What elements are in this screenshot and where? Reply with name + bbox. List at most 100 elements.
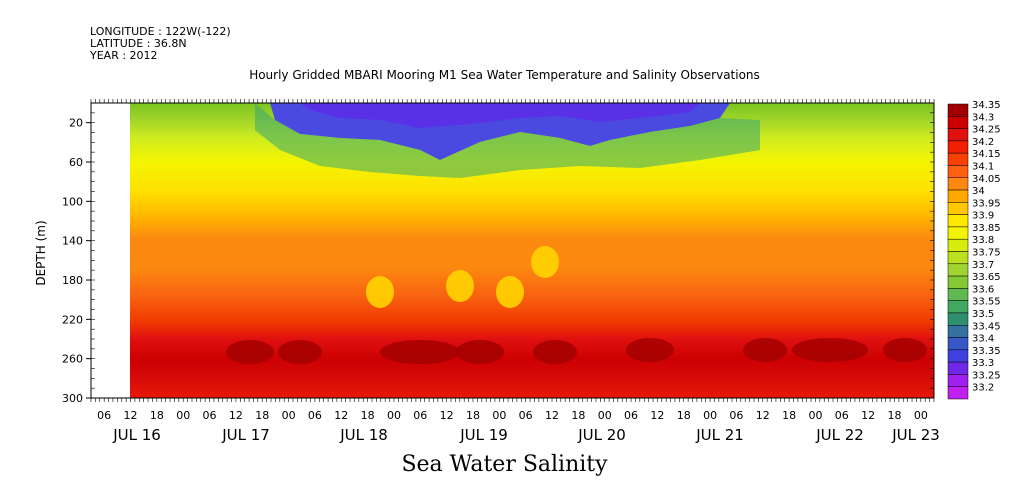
high-salinity-core [278, 340, 322, 364]
x-hour-label: 18 [887, 409, 901, 422]
colorbar-swatch [947, 226, 969, 240]
x-date-label: JUL 22 [815, 426, 864, 444]
colorbar-label: 33.3 [972, 358, 994, 369]
x-hour-label: 06 [519, 409, 533, 422]
colorbar-swatch [947, 214, 969, 228]
colorbar-label: 34.25 [972, 125, 1001, 136]
colorbar-swatch [947, 103, 969, 117]
x-hour-label: 06 [413, 409, 427, 422]
x-hour-label: 12 [545, 409, 559, 422]
x-date-label: JUL 20 [577, 426, 626, 444]
y-tick-label: 300 [62, 392, 83, 405]
colorbar-swatch [947, 263, 969, 277]
x-hour-label: 00 [176, 409, 190, 422]
colorbar-swatch [947, 361, 969, 375]
colorbar-label: 34.35 [972, 100, 1001, 111]
x-hour-label: 12 [124, 409, 138, 422]
colorbar-swatch [947, 374, 969, 387]
high-salinity-core [533, 340, 577, 364]
x-hour-label: 00 [492, 409, 506, 422]
colorbar-label: 33.85 [972, 223, 1001, 234]
salinity-pocket [446, 270, 474, 302]
x-hour-label: 00 [282, 409, 296, 422]
colorbar-swatch [947, 116, 969, 129]
mid-salinity-transition [255, 103, 760, 178]
colorbar-label: 33.4 [972, 334, 994, 345]
colorbar-label: 34.05 [972, 174, 1001, 185]
x-hour-label: 06 [97, 409, 111, 422]
colorbar-swatch [947, 177, 969, 191]
y-tick-label: 260 [62, 353, 83, 366]
colorbar-swatch [947, 288, 969, 301]
x-hour-label: 00 [387, 409, 401, 422]
x-date-label: JUL 19 [459, 426, 508, 444]
colorbar-label: 34.1 [972, 161, 994, 172]
colorbar-label: 34.15 [972, 149, 1001, 160]
salinity-pocket [496, 276, 524, 308]
x-hour-label: 18 [255, 409, 269, 422]
x-hour-label: 12 [334, 409, 348, 422]
x-hour-label: 06 [308, 409, 322, 422]
y-tick-label: 60 [69, 156, 83, 169]
latitude-label: LATITUDE : 36.8N [90, 37, 187, 50]
colorbar-swatch [947, 128, 969, 142]
colorbar-label: 33.75 [972, 248, 1001, 259]
high-salinity-core [883, 338, 927, 362]
high-salinity-core [743, 338, 787, 362]
high-salinity-core [792, 338, 868, 362]
x-hour-label: 18 [677, 409, 691, 422]
colorbar-swatch [947, 325, 969, 338]
x-date-label: JUL 23 [891, 426, 940, 444]
x-hour-label: 12 [229, 409, 243, 422]
colorbar-swatch [947, 300, 969, 314]
high-salinity-core [626, 338, 674, 362]
x-hour-label: 18 [466, 409, 480, 422]
year-label: YEAR : 2012 [90, 49, 158, 62]
colorbar-label: 33.45 [972, 321, 1001, 332]
x-date-label: JUL 17 [221, 426, 270, 444]
x-axis-title: Sea Water Salinity [401, 452, 608, 477]
x-axis-labels: 06 12 18 00 06 12 18 00 06 12 18 00 06 12 18 00 06 12 18 00… [97, 409, 940, 444]
colorbar-label: 33.65 [972, 272, 1001, 283]
colorbar-swatch [947, 312, 969, 326]
colorbar-swatch [947, 238, 969, 252]
colorbar-label: 34.3 [972, 112, 994, 123]
salinity-pocket [366, 276, 394, 308]
x-hour-label: 12 [861, 409, 875, 422]
x-hour-label: 00 [808, 409, 822, 422]
lowest-salinity-core [300, 103, 700, 128]
x-hour-label: 06 [203, 409, 217, 422]
salinity-contour-field [130, 103, 934, 398]
colorbar-label: 34 [972, 186, 985, 197]
y-tick-label: 220 [62, 313, 83, 326]
colorbar-label: 33.8 [972, 235, 994, 246]
colorbar-label: 33.95 [972, 198, 1001, 209]
colorbar-swatch [947, 349, 969, 363]
colorbar-swatch [947, 275, 969, 289]
high-salinity-core [226, 340, 274, 364]
x-hour-label: 00 [598, 409, 612, 422]
salinity-pocket [531, 246, 559, 278]
x-hour-label: 18 [150, 409, 164, 422]
colorbar-label: 33.7 [972, 260, 994, 271]
y-tick-label: 140 [62, 235, 83, 248]
x-hour-label: 18 [571, 409, 585, 422]
x-hour-label: 06 [729, 409, 743, 422]
x-hour-label: 12 [756, 409, 770, 422]
colorbar-label: 33.5 [972, 309, 994, 320]
x-hour-label: 00 [703, 409, 717, 422]
x-hour-label: 12 [650, 409, 664, 422]
colorbar-swatch [947, 140, 969, 154]
colorbar-swatch [947, 337, 969, 351]
y-tick-label: 100 [62, 195, 83, 208]
colorbar-swatch [947, 386, 969, 400]
high-salinity-core [380, 340, 460, 364]
x-hour-label: 18 [361, 409, 375, 422]
x-date-label: JUL 16 [112, 426, 161, 444]
colorbar-swatch [947, 251, 969, 265]
y-tick-label: 180 [62, 274, 83, 287]
x-hour-label: 18 [782, 409, 796, 422]
colorbar-label: 33.35 [972, 346, 1001, 357]
